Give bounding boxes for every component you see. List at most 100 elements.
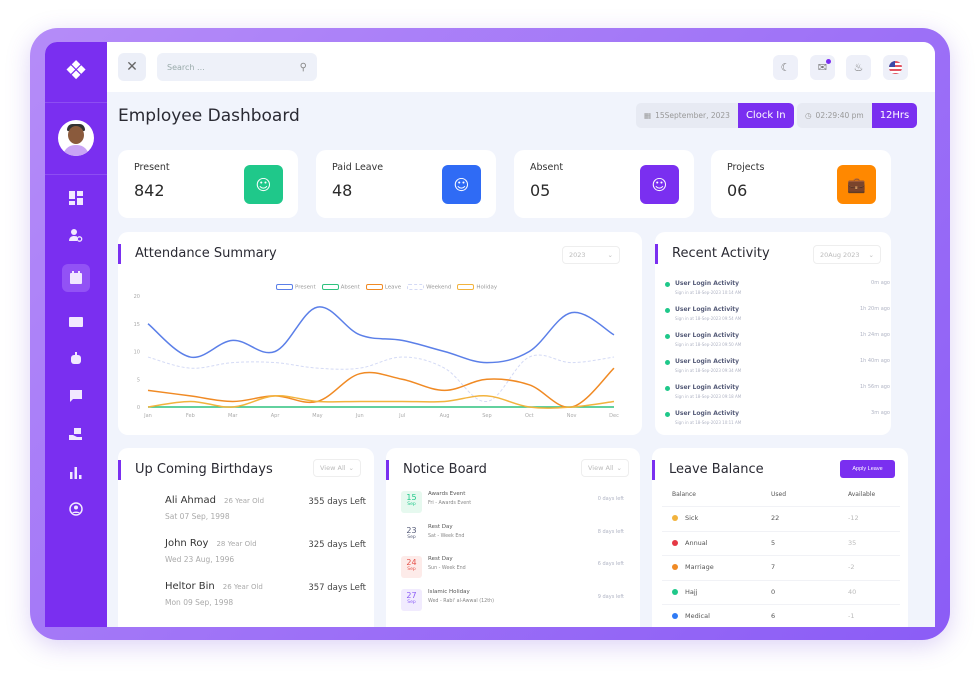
status-dot	[665, 412, 670, 417]
notice-board-card: Notice Board View All ⌄ 15 Sep Awards Event…	[386, 448, 640, 627]
legend-item[interactable]: Weekend	[407, 284, 451, 291]
y-tick-label: 10	[134, 350, 140, 356]
activity-title: User Login Activity	[675, 410, 740, 417]
notice-subtitle: Sat - Week End	[428, 533, 465, 539]
search-placeholder: Search ...	[167, 62, 205, 72]
app-screen: ❖ ✕ Search ... ⚲ ☾ ✉ ♨ Employee Dashboard…	[45, 42, 935, 627]
search-input[interactable]: Search ... ⚲	[157, 53, 317, 81]
leave-used: 6	[771, 612, 776, 620]
chevron-down-icon: ⌄	[348, 464, 354, 472]
clock-in-button[interactable]: Clock In	[737, 103, 794, 128]
column-header: Balance	[672, 491, 696, 498]
year-dropdown[interactable]: 2023 ⌄	[562, 246, 620, 264]
days-left: 355 days Left	[308, 497, 366, 507]
chevron-down-icon: ⌄	[616, 464, 622, 472]
sidebar-item-reports[interactable]	[62, 458, 90, 486]
notice-month: Sep	[407, 599, 416, 605]
leave-row: Marriage 7 -2	[662, 555, 900, 579]
stat-value: 05	[530, 181, 551, 200]
activity-item[interactable]: User Login Activity Sign in at 18-Sep-202…	[665, 280, 890, 300]
activity-item[interactable]: User Login Activity Sign in at 18-Sep-202…	[665, 410, 890, 430]
current-date: 15September, 2023	[655, 111, 730, 120]
date-clock-in: ▦ 15September, 2023 Clock In	[636, 103, 794, 128]
activity-subtitle: Sign in at 18-Sep-2023 09:50 AM	[675, 342, 742, 347]
activity-item[interactable]: User Login Activity Sign in at 18-Sep-202…	[665, 306, 890, 326]
apply-leave-button[interactable]: Apply Leave	[840, 460, 895, 478]
page-title: Employee Dashboard	[118, 106, 300, 126]
dark-mode-button[interactable]: ☾	[773, 55, 798, 80]
activity-time: 3m ago	[871, 410, 890, 416]
notice-day: 15	[406, 493, 417, 502]
credit-card-icon	[69, 317, 83, 327]
language-button[interactable]	[883, 55, 908, 80]
legend-swatch	[365, 284, 383, 290]
days-left: 357 days Left	[308, 583, 366, 593]
sidebar-item-bot[interactable]	[62, 345, 90, 373]
briefcase-icon: 💼	[837, 165, 876, 204]
chart-legend: Present Absent Leave Weekend Holiday	[276, 284, 497, 291]
hours-button[interactable]: 12Hrs	[871, 103, 918, 128]
sidebar-item-assets[interactable]	[62, 420, 90, 448]
leave-type: Marriage	[685, 563, 714, 571]
current-time: 02:29:40 pm	[815, 111, 864, 120]
legend-item[interactable]: Absent	[321, 284, 360, 291]
birthday-date: Mon 09 Sep, 1998	[165, 598, 234, 607]
sidebar-item-messages[interactable]	[62, 382, 90, 410]
year-value: 2023	[569, 251, 586, 259]
activity-item[interactable]: User Login Activity Sign in at 18-Sep-202…	[665, 384, 890, 404]
birthday-age: 28 Year Old	[216, 540, 257, 548]
leave-available: 40	[848, 587, 857, 596]
column-header: Available	[848, 491, 876, 498]
series-line-leave	[147, 367, 615, 408]
activity-date: 20Aug 2023	[820, 250, 860, 259]
y-tick-label: 5	[137, 377, 140, 383]
sidebar-item-dashboard[interactable]	[62, 184, 90, 212]
bar-chart-icon	[70, 467, 82, 479]
stat-value: 06	[727, 181, 748, 200]
leave-used: 22	[771, 514, 780, 522]
activity-title: User Login Activity	[675, 358, 740, 365]
activity-time: 0m ago	[871, 280, 890, 286]
birthdays-view-all-dropdown[interactable]: View All ⌄	[313, 459, 361, 477]
activity-time: 1h 40m ago	[859, 358, 890, 364]
user-icon: ☺	[244, 165, 283, 204]
birthday-item: John Roy 28 Year Old Wed 23 Aug, 1996	[165, 531, 257, 564]
legend-item[interactable]: Leave	[365, 284, 401, 291]
close-menu-button[interactable]: ✕	[118, 53, 146, 81]
activity-subtitle: Sign in at 18-Sep-2023 09:34 AM	[675, 368, 742, 373]
card-title: Up Coming Birthdays	[118, 460, 273, 480]
y-tick-label: 20	[134, 294, 140, 300]
activity-date-dropdown[interactable]: 20Aug 2023 ⌄	[813, 245, 881, 264]
mail-button[interactable]: ✉	[810, 55, 835, 80]
notifications-button[interactable]: ♨	[846, 55, 871, 80]
stat-card-paid-leave: Paid Leave 48 ☺	[316, 150, 496, 218]
sidebar-item-employee-search[interactable]	[62, 222, 90, 250]
status-dot	[665, 308, 670, 313]
sidebar-item-payments[interactable]	[62, 308, 90, 336]
notice-month: Sep	[407, 567, 416, 572]
leave-row: Medical 6 -1	[662, 604, 900, 627]
birthday-date: Sat 07 Sep, 1998	[165, 512, 230, 521]
notice-subtitle: Wed - Rabi' al-Awwal (12th)	[428, 598, 495, 604]
card-title: Notice Board	[386, 460, 487, 480]
notice-view-all-dropdown[interactable]: View All ⌄	[581, 459, 629, 477]
stat-value: 842	[134, 181, 165, 200]
sidebar-item-calendar[interactable]	[62, 264, 90, 292]
notice-days-left: 6 days left	[597, 561, 624, 567]
avatar[interactable]	[58, 120, 94, 156]
hand-box-icon	[69, 428, 82, 440]
activity-item[interactable]: User Login Activity Sign in at 18-Sep-202…	[665, 358, 890, 378]
x-tick-label: Jul	[398, 413, 405, 419]
legend-label: Absent	[340, 284, 360, 291]
activity-item[interactable]: User Login Activity Sign in at 18-Sep-202…	[665, 332, 890, 352]
calendar-icon: ▦	[644, 111, 652, 120]
stat-label: Present	[134, 162, 170, 173]
activity-time: 1h 20m ago	[859, 306, 890, 312]
legend-item[interactable]: Holiday	[457, 284, 497, 291]
sidebar-item-profile[interactable]	[62, 495, 90, 523]
pegasus-logo-icon: ❖	[64, 56, 88, 86]
legend-item[interactable]: Present	[276, 284, 316, 291]
attendance-summary-card: Attendance Summary 2023 ⌄ Present Absent Le…	[118, 232, 642, 435]
activity-title: User Login Activity	[675, 384, 740, 391]
birthday-name: Heltor Bin	[165, 581, 215, 592]
